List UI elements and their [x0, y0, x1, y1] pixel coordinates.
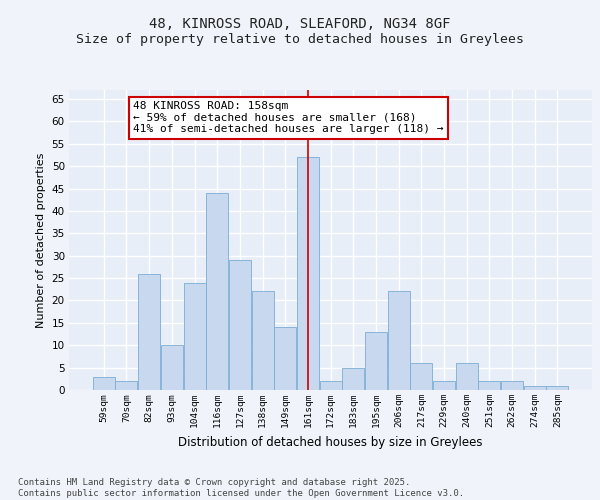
Bar: [115, 381, 137, 390]
Bar: [547, 386, 568, 390]
Bar: [93, 376, 115, 390]
Text: Size of property relative to detached houses in Greylees: Size of property relative to detached ho…: [76, 32, 524, 46]
Bar: [184, 282, 206, 390]
Bar: [342, 368, 364, 390]
Bar: [455, 363, 478, 390]
Text: Contains HM Land Registry data © Crown copyright and database right 2025.
Contai: Contains HM Land Registry data © Crown c…: [18, 478, 464, 498]
Bar: [388, 292, 410, 390]
Bar: [501, 381, 523, 390]
Bar: [365, 332, 387, 390]
Bar: [229, 260, 251, 390]
Bar: [478, 381, 500, 390]
Bar: [524, 386, 546, 390]
Bar: [320, 381, 341, 390]
Text: 48, KINROSS ROAD, SLEAFORD, NG34 8GF: 48, KINROSS ROAD, SLEAFORD, NG34 8GF: [149, 18, 451, 32]
Bar: [410, 363, 433, 390]
X-axis label: Distribution of detached houses by size in Greylees: Distribution of detached houses by size …: [178, 436, 483, 448]
Bar: [138, 274, 160, 390]
Bar: [297, 157, 319, 390]
Text: 48 KINROSS ROAD: 158sqm
← 59% of detached houses are smaller (168)
41% of semi-d: 48 KINROSS ROAD: 158sqm ← 59% of detache…: [133, 101, 444, 134]
Bar: [206, 193, 228, 390]
Bar: [251, 292, 274, 390]
Y-axis label: Number of detached properties: Number of detached properties: [36, 152, 46, 328]
Bar: [433, 381, 455, 390]
Bar: [161, 345, 183, 390]
Bar: [274, 328, 296, 390]
